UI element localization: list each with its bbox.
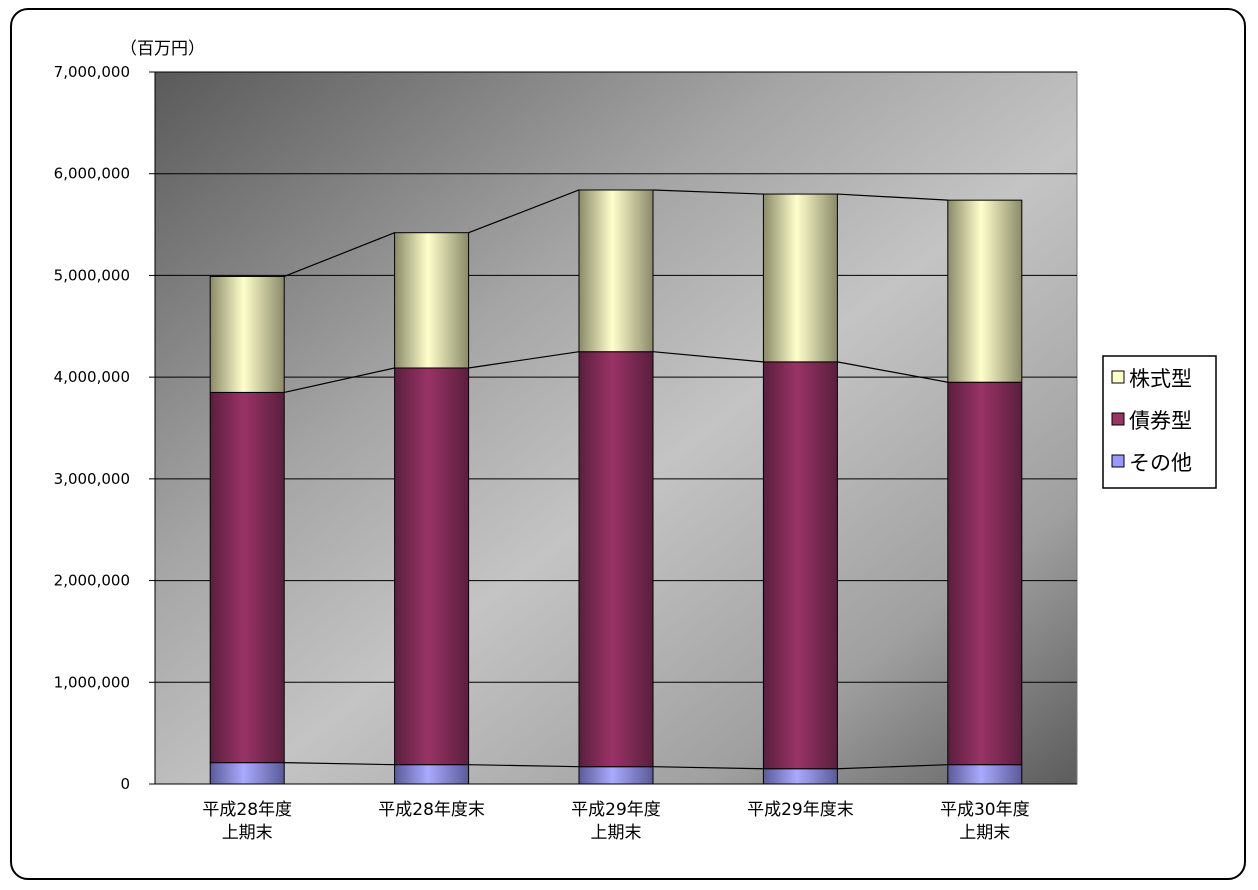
series-line bbox=[468, 189, 580, 234]
x-category-label: 平成29年度 bbox=[571, 800, 661, 820]
series-lines bbox=[283, 189, 948, 770]
bar-segment bbox=[762, 193, 838, 363]
legend-label: その他 bbox=[1129, 451, 1192, 475]
bar-segment bbox=[209, 762, 285, 785]
y-tick-label: 3,000,000 bbox=[54, 470, 130, 488]
series-line bbox=[837, 361, 948, 383]
series-line bbox=[652, 766, 764, 770]
bar-segment bbox=[762, 768, 838, 785]
bar-segment bbox=[762, 361, 838, 770]
bar-segment bbox=[578, 766, 654, 785]
series-line bbox=[652, 351, 764, 363]
bar-segment bbox=[947, 381, 1023, 766]
bar-segment bbox=[209, 275, 285, 393]
legend-swatch bbox=[1111, 370, 1125, 384]
y-tick-label: 0 bbox=[120, 775, 130, 793]
series-line bbox=[283, 232, 395, 278]
bar-segment bbox=[578, 351, 654, 768]
y-axis-ticks: 0 1,000,000 2,000,000 3,000,000 4,000,000 5,0… bbox=[54, 63, 130, 793]
bar-segment bbox=[209, 391, 285, 764]
x-category-label: 上期末 bbox=[959, 823, 1010, 843]
bar-segment bbox=[394, 232, 470, 369]
y-tick-label: 1,000,000 bbox=[54, 673, 130, 691]
x-category-label: 上期末 bbox=[591, 823, 642, 843]
series-line bbox=[837, 193, 948, 201]
y-tick-label: 5,000,000 bbox=[54, 266, 130, 284]
y-axis-unit-label: （百万円） bbox=[120, 39, 205, 59]
series-line bbox=[837, 764, 948, 770]
legend-label: 株式型 bbox=[1129, 367, 1192, 391]
bar-segment bbox=[394, 367, 470, 766]
series-line bbox=[652, 189, 764, 195]
series-line bbox=[468, 764, 580, 768]
y-tick-label: 2,000,000 bbox=[54, 572, 130, 590]
series-line bbox=[284, 367, 395, 393]
x-category-label: 上期末 bbox=[222, 823, 273, 843]
y-tick-label: 4,000,000 bbox=[54, 368, 130, 386]
legend-label: 債券型 bbox=[1129, 409, 1192, 433]
legend-swatch bbox=[1111, 412, 1125, 426]
y-tick-label: 7,000,000 bbox=[54, 63, 130, 81]
x-category-label: 平成29年度末 bbox=[747, 800, 854, 820]
bar-segment bbox=[947, 764, 1023, 785]
bar-segment bbox=[578, 189, 654, 353]
series-line bbox=[284, 762, 395, 766]
bar-segment bbox=[394, 764, 470, 785]
series-line bbox=[468, 351, 580, 369]
x-category-label: 平成30年度 bbox=[940, 800, 1030, 820]
x-category-label: 平成28年度 bbox=[202, 800, 292, 820]
bar-segment bbox=[947, 199, 1023, 383]
bars bbox=[209, 189, 1023, 785]
x-category-label: 平成28年度末 bbox=[378, 800, 485, 820]
legend-swatch bbox=[1111, 454, 1125, 468]
y-tick-label: 6,000,000 bbox=[54, 165, 130, 183]
